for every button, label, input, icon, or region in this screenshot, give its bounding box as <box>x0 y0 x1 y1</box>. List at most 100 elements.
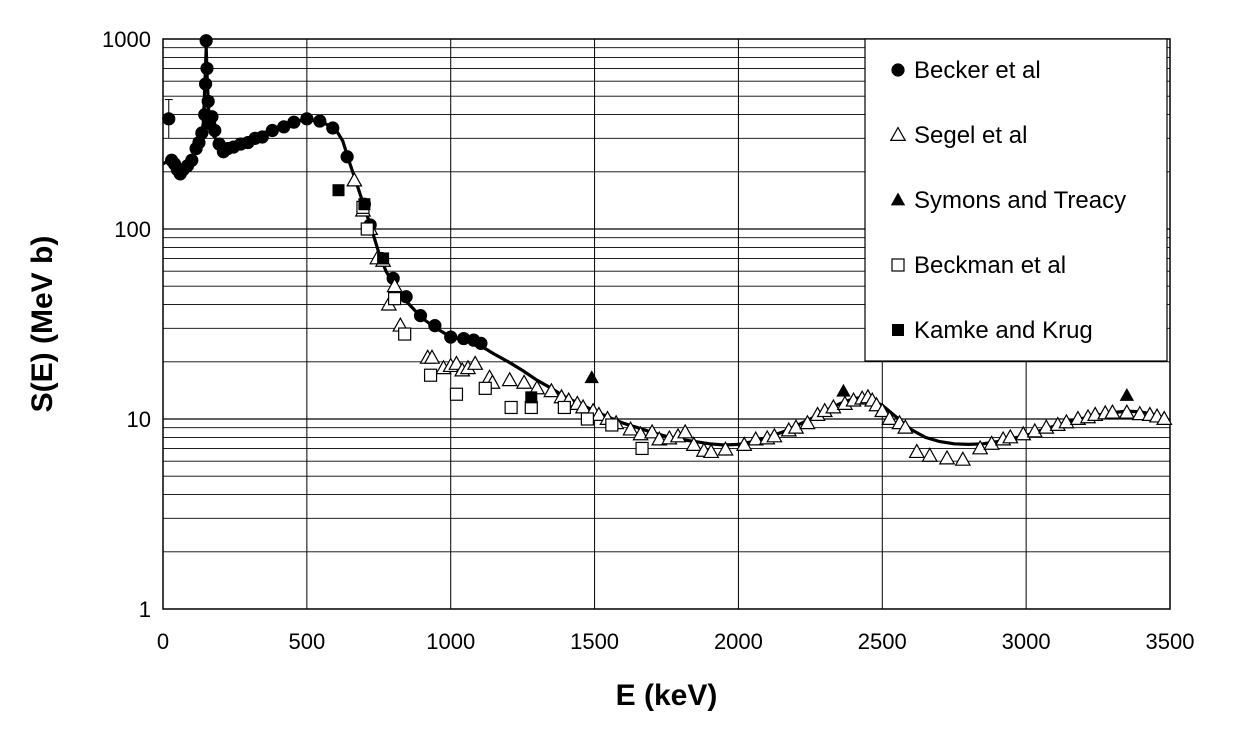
data-point <box>423 349 441 364</box>
data-point <box>466 355 484 370</box>
data-point <box>205 110 219 124</box>
data-point <box>881 410 898 425</box>
legend-marker <box>889 126 907 141</box>
data-point <box>1118 403 1136 419</box>
data-point <box>584 370 599 384</box>
data-point <box>255 130 269 144</box>
legend-label: Segel et al <box>914 122 1027 149</box>
data-point <box>195 126 209 140</box>
x-tick-label: 2500 <box>858 629 907 654</box>
data-point <box>557 400 571 415</box>
data-point <box>622 420 639 436</box>
legend: Becker et al Segel et al Symons and Treacy… <box>864 38 1168 362</box>
data-point <box>836 383 851 397</box>
data-point <box>332 184 345 197</box>
legend-label: Becker et al <box>914 57 1041 84</box>
x-tick-label: 3500 <box>1146 629 1195 654</box>
plot-area-border <box>162 38 1171 610</box>
data-point <box>515 374 533 389</box>
series-beckman-et-al <box>356 200 649 456</box>
data-point <box>501 371 518 387</box>
data-point <box>921 447 938 462</box>
data-point <box>676 423 694 439</box>
x-tick-label: 2000 <box>714 629 763 654</box>
data-point <box>287 115 301 129</box>
data-point <box>444 330 458 344</box>
y-tick-label: 100 <box>114 217 151 242</box>
data-point <box>635 441 649 456</box>
data-point <box>326 121 340 135</box>
y-axis-title: S(E) (MeV b) <box>26 236 59 413</box>
data-point <box>874 402 891 418</box>
data-point <box>1038 419 1055 434</box>
data-point <box>766 427 783 443</box>
data-point <box>908 443 926 459</box>
y-tick-label: 10 <box>127 407 151 432</box>
data-point <box>199 34 213 48</box>
x-tick-label: 1000 <box>426 629 475 654</box>
data-point <box>685 436 703 451</box>
data-point <box>449 387 464 401</box>
legend-label: Kamke and Krug <box>914 317 1093 344</box>
data-point <box>580 412 594 426</box>
data-point <box>605 418 619 432</box>
data-point <box>398 327 412 341</box>
data-point <box>747 430 764 446</box>
legend-marker <box>891 258 905 272</box>
data-point <box>525 391 538 404</box>
data-point <box>457 331 471 346</box>
legend-marker <box>890 192 906 206</box>
data-point <box>474 336 488 350</box>
x-tick-label: 1500 <box>570 629 619 654</box>
data-point <box>313 114 327 128</box>
data-point <box>201 94 215 108</box>
data-point <box>360 222 374 236</box>
data-point <box>1002 428 1019 444</box>
x-axis-title: E (keV) <box>616 679 718 712</box>
data-point <box>543 382 560 398</box>
data-point <box>1131 405 1149 421</box>
tick-labels-layer: 0 500 1000 1500 2000 2500 3000 3500 1 10 100 1000 <box>102 27 1194 654</box>
data-point <box>1015 425 1032 441</box>
data-point <box>1104 403 1121 419</box>
data-point <box>413 309 428 323</box>
x-tick-label: 500 <box>288 629 325 654</box>
data-point <box>799 414 816 430</box>
x-tick-label: 0 <box>157 629 169 654</box>
legend-label: Symons and Treacy <box>914 187 1126 214</box>
data-point <box>478 381 492 395</box>
legend-label: Beckman et al <box>914 252 1066 279</box>
data-point <box>265 123 279 138</box>
data-point <box>162 112 176 126</box>
data-point <box>428 319 442 333</box>
data-point <box>423 368 438 382</box>
data-point <box>971 439 989 455</box>
data-point <box>300 112 314 126</box>
data-point <box>399 290 413 304</box>
y-tick-label: 1000 <box>102 27 151 52</box>
data-point <box>643 423 661 439</box>
data-point <box>702 443 720 459</box>
data-point <box>185 153 199 167</box>
legend-box <box>864 38 1168 362</box>
data-point <box>340 150 354 164</box>
data-point <box>938 449 956 465</box>
legend-marker <box>891 63 905 77</box>
data-point <box>1156 410 1173 425</box>
data-point <box>388 292 402 306</box>
y-tick-label: 1 <box>139 597 151 622</box>
data-points-layer <box>162 34 1173 466</box>
data-point <box>277 120 291 134</box>
data-point <box>717 440 734 456</box>
data-point <box>787 419 805 434</box>
data-point <box>897 419 914 434</box>
data-point <box>632 425 649 441</box>
series-symons-and-treacy <box>584 370 1135 401</box>
data-point <box>377 252 390 265</box>
data-point <box>504 400 518 415</box>
data-point <box>198 77 213 91</box>
data-point <box>735 436 753 451</box>
data-point <box>346 171 363 187</box>
data-point <box>386 277 403 293</box>
